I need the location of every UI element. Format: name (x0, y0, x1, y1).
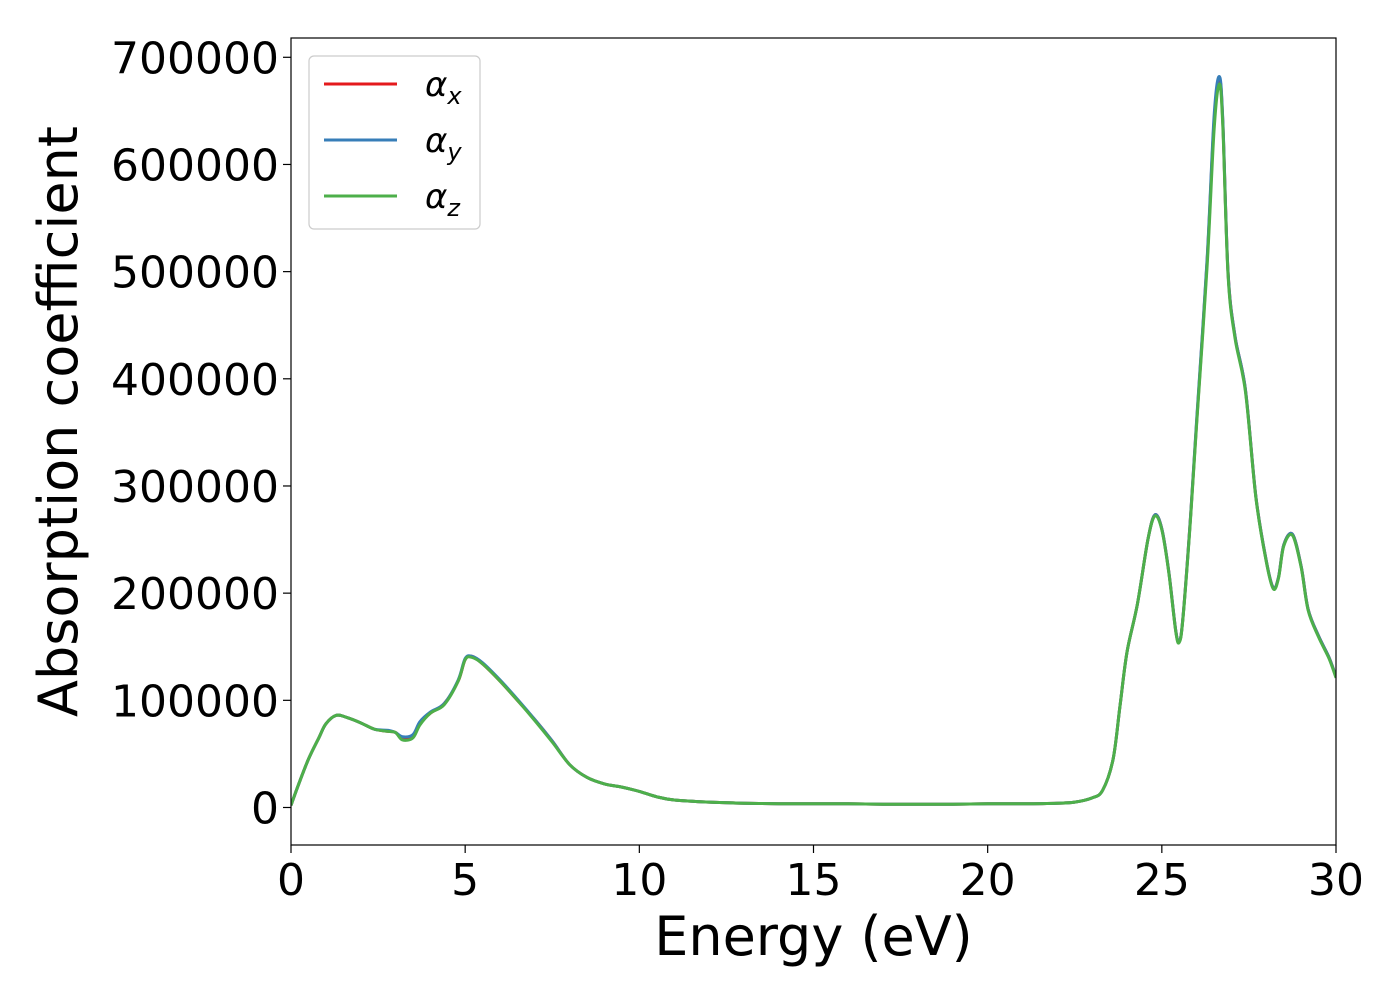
y-axis-ticks: 0 100000 200000 300000 400000 500000 600000 700… (111, 33, 291, 834)
x-tick-label: 10 (611, 855, 667, 906)
y-tick-label: 300000 (111, 462, 279, 513)
y-tick-label: 0 (251, 783, 279, 834)
x-tick-label: 15 (786, 855, 842, 906)
y-tick-label: 100000 (111, 676, 279, 727)
x-tick-label: 20 (960, 855, 1016, 906)
y-tick-label: 500000 (111, 248, 279, 299)
x-tick-label: 30 (1308, 855, 1364, 906)
x-axis-title: Energy (eV) (654, 905, 973, 968)
x-tick-label: 0 (277, 855, 305, 906)
legend-label-z: αz (425, 177, 461, 222)
x-axis-ticks: 0 5 10 15 20 25 30 (277, 845, 1364, 906)
legend-label-y: αy (425, 121, 462, 166)
y-tick-label: 600000 (111, 140, 279, 191)
y-tick-label: 700000 (111, 33, 279, 84)
x-tick-label: 25 (1134, 855, 1190, 906)
series-line-z (291, 82, 1336, 806)
y-axis-title: Absorption coefficient (27, 126, 90, 717)
legend-label-x: αx (425, 65, 462, 110)
x-tick-label: 5 (451, 855, 479, 906)
series-lines (291, 75, 1336, 806)
y-tick-label: 400000 (111, 355, 279, 406)
legend: αx αy αz (308, 55, 481, 230)
legend-box (308, 55, 481, 230)
y-tick-label: 200000 (111, 569, 279, 620)
